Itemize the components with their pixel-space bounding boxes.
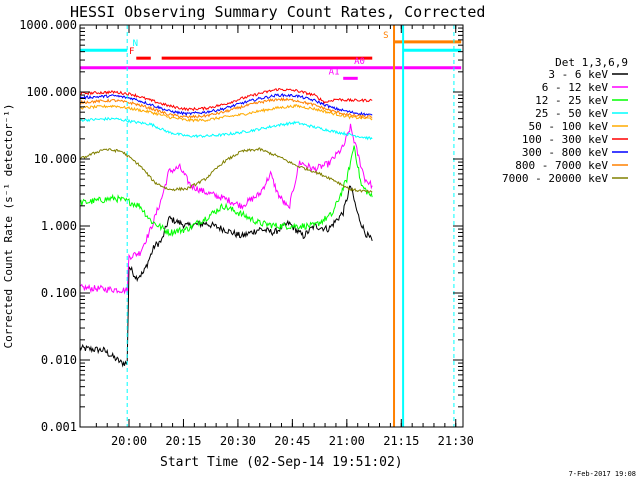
y-tick-label: 10.000 bbox=[34, 152, 77, 166]
series-lines bbox=[79, 88, 373, 368]
y-tick-label: 0.010 bbox=[41, 353, 77, 367]
y-tick-label: 100.000 bbox=[26, 85, 77, 99]
legend-entry-label: 100 - 300 keV bbox=[522, 133, 608, 146]
y-axis-ticks: 0.001 0.010 0.100 1.000 10.000 100.000 1000.00… bbox=[19, 18, 463, 434]
legend-entry-label: 25 - 50 keV bbox=[535, 107, 608, 120]
series-line bbox=[79, 123, 373, 295]
legend-entry-label: 12 - 25 keV bbox=[535, 94, 608, 107]
flag-label: S bbox=[383, 31, 388, 41]
x-tick-label: 20:15 bbox=[165, 434, 201, 448]
event-markers bbox=[126, 25, 455, 427]
x-tick-label: 21:15 bbox=[383, 434, 419, 448]
legend-entry-label: 7000 - 20000 keV bbox=[502, 172, 608, 185]
y-tick-label: 0.001 bbox=[41, 420, 77, 434]
y-tick-label: 0.100 bbox=[41, 286, 77, 300]
series-line bbox=[79, 103, 373, 123]
series-line bbox=[79, 93, 373, 117]
legend-entry-label: 800 - 7000 keV bbox=[515, 159, 608, 172]
flag-label: N bbox=[133, 39, 138, 49]
flag-label: F bbox=[129, 47, 134, 57]
series-line bbox=[79, 145, 373, 237]
flag-label: A1 bbox=[329, 67, 340, 77]
x-tick-label: 21:00 bbox=[329, 434, 365, 448]
series-line bbox=[79, 97, 373, 119]
x-tick-label: 20:45 bbox=[274, 434, 310, 448]
y-tick-label: 1000.000 bbox=[19, 18, 77, 32]
flag-label: A0 bbox=[354, 57, 365, 67]
series-line bbox=[79, 147, 373, 194]
chart-title: HESSI Observing Summary Count Rates, Cor… bbox=[70, 3, 485, 21]
series-line bbox=[79, 88, 373, 112]
legend-entry-label: 6 - 12 keV bbox=[542, 81, 609, 94]
legend-entry-label: 50 - 100 keV bbox=[529, 120, 609, 133]
legend-title: Det 1,3,6,9 bbox=[555, 56, 628, 69]
y-tick-label: 1.000 bbox=[41, 219, 77, 233]
date-stamp: 7-Feb-2017 19:08 bbox=[569, 470, 636, 478]
legend-entry-label: 300 - 800 keV bbox=[522, 146, 608, 159]
x-tick-label: 20:00 bbox=[111, 434, 147, 448]
legend-entry-label: 3 - 6 keV bbox=[548, 68, 608, 81]
x-axis-ticks: 20:00 20:15 20:30 20:45 21:00 21:15 21:30 bbox=[95, 25, 474, 448]
series-line bbox=[79, 116, 373, 141]
x-tick-label: 21:30 bbox=[438, 434, 474, 448]
series-line bbox=[79, 185, 373, 368]
flag-bars: NF A0 A1 S bbox=[80, 31, 462, 80]
x-axis-label: Start Time (02-Sep-14 19:51:02) bbox=[160, 455, 403, 470]
x-tick-label: 20:30 bbox=[220, 434, 256, 448]
y-axis-label: Corrected Count Rate (s⁻¹ detector⁻¹) bbox=[2, 103, 15, 348]
